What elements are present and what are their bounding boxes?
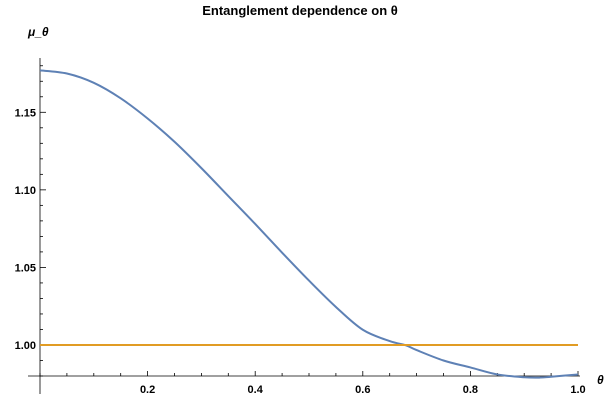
y-tick-label: 1.00 — [15, 340, 36, 352]
x-tick-label: 0.2 — [140, 384, 155, 396]
x-tick-label: 0.4 — [248, 384, 264, 396]
y-tick-label: 1.10 — [15, 185, 36, 197]
y-tick-label: 1.05 — [15, 262, 36, 274]
x-tick-label: 0.8 — [463, 384, 478, 396]
x-tick-label: 1.0 — [570, 384, 585, 396]
x-axis-label: θ — [597, 373, 604, 387]
y-tick-label: 1.15 — [15, 107, 36, 119]
x-tick-label: 0.6 — [355, 384, 370, 396]
series-group — [39, 69, 579, 379]
y-ticks: 1.00 1.05 1.10 1.15 — [15, 65, 46, 377]
y-axis-label: μ_θ — [27, 25, 49, 39]
chart-title: Entanglement dependence on θ — [202, 3, 398, 18]
series-line-curve — [39, 69, 579, 379]
x-ticks: 0.2 0.4 0.6 0.8 1.0 — [39, 371, 586, 396]
